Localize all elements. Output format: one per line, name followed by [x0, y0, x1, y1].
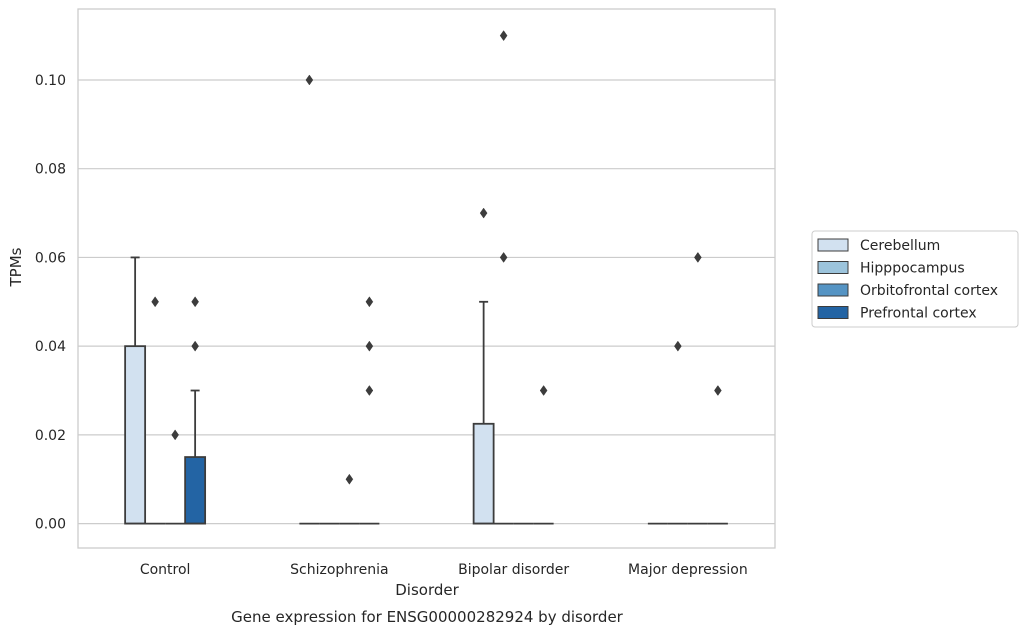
x-tick-label: Major depression: [628, 562, 748, 578]
x-axis-label: Disorder: [395, 581, 459, 599]
outlier-point: [674, 340, 682, 352]
outlier-point: [191, 296, 199, 308]
legend-frame: [811, 230, 1019, 328]
legend: Cerebellum Hipppocampus Orbitofrontal cort…: [811, 230, 1019, 328]
box-orbitofrontal-cortex: [687, 251, 708, 525]
chart-caption: Gene expression for ENSG00000282924 by d…: [231, 608, 624, 626]
box-prefrontal-cortex: [359, 296, 380, 525]
outlier-point: [305, 74, 314, 86]
legend-swatch: [817, 283, 849, 297]
outlier-point: [365, 385, 374, 396]
outlier-point: [365, 340, 374, 352]
legend-swatch: [817, 238, 849, 252]
box-cerebellum: [124, 256, 147, 525]
box-body: [124, 345, 147, 525]
box-hipppocampus: [667, 340, 688, 525]
outlier-point: [479, 207, 488, 219]
legend-label: Hipppocampus: [860, 261, 965, 277]
x-tick-label: Bipolar disorder: [458, 562, 569, 578]
box-hipppocampus: [145, 296, 166, 525]
box-prefrontal-cortex: [184, 296, 207, 525]
legend-swatch: [817, 306, 849, 319]
outlier-point: [539, 385, 548, 396]
legend-label: Prefrontal cortex: [860, 306, 977, 322]
box-body: [472, 422, 495, 525]
box-hipppocampus: [493, 30, 514, 525]
y-tick-label: 0.02: [35, 428, 66, 444]
outlier-point: [694, 251, 702, 263]
box-prefrontal-cortex: [707, 385, 728, 525]
y-tick-label: 0.06: [35, 250, 66, 266]
y-tick-labels: 0.00 0.02 0.04 0.06 0.08 0.10: [35, 73, 66, 533]
grid-lines: [78, 79, 775, 525]
outlier-point: [714, 385, 722, 396]
outlier-point: [191, 340, 199, 352]
y-tick-label: 0.10: [35, 73, 66, 89]
outlier-point: [365, 296, 374, 308]
box-orbitofrontal-cortex: [165, 429, 186, 525]
outlier-point: [151, 296, 159, 308]
plot-frame: [77, 8, 776, 549]
x-tick-label: Control: [140, 562, 191, 578]
box-body: [184, 456, 207, 525]
legend-label: Cerebellum: [860, 238, 940, 254]
box-cerebellum: [472, 207, 495, 525]
x-tick-labels: Control Schizophrenia Bipolar disorder Majo…: [140, 562, 748, 578]
x-tick-label: Schizophrenia: [290, 562, 388, 578]
outlier-point: [171, 429, 179, 441]
box-prefrontal-cortex: [533, 385, 554, 525]
box-orbitofrontal-cortex: [339, 473, 360, 525]
legend-label: Orbitofrontal cortex: [860, 283, 998, 299]
y-axis-label: TPMs: [7, 247, 25, 287]
legend-swatch: [817, 261, 849, 274]
outlier-point: [345, 473, 354, 485]
y-tick-label: 0.00: [35, 517, 66, 533]
plot-boxes: [124, 30, 728, 525]
y-tick-label: 0.04: [35, 339, 66, 355]
outlier-point: [499, 30, 508, 42]
box-cerebellum: [299, 74, 320, 525]
outlier-point: [499, 251, 508, 263]
y-tick-label: 0.08: [35, 162, 66, 178]
